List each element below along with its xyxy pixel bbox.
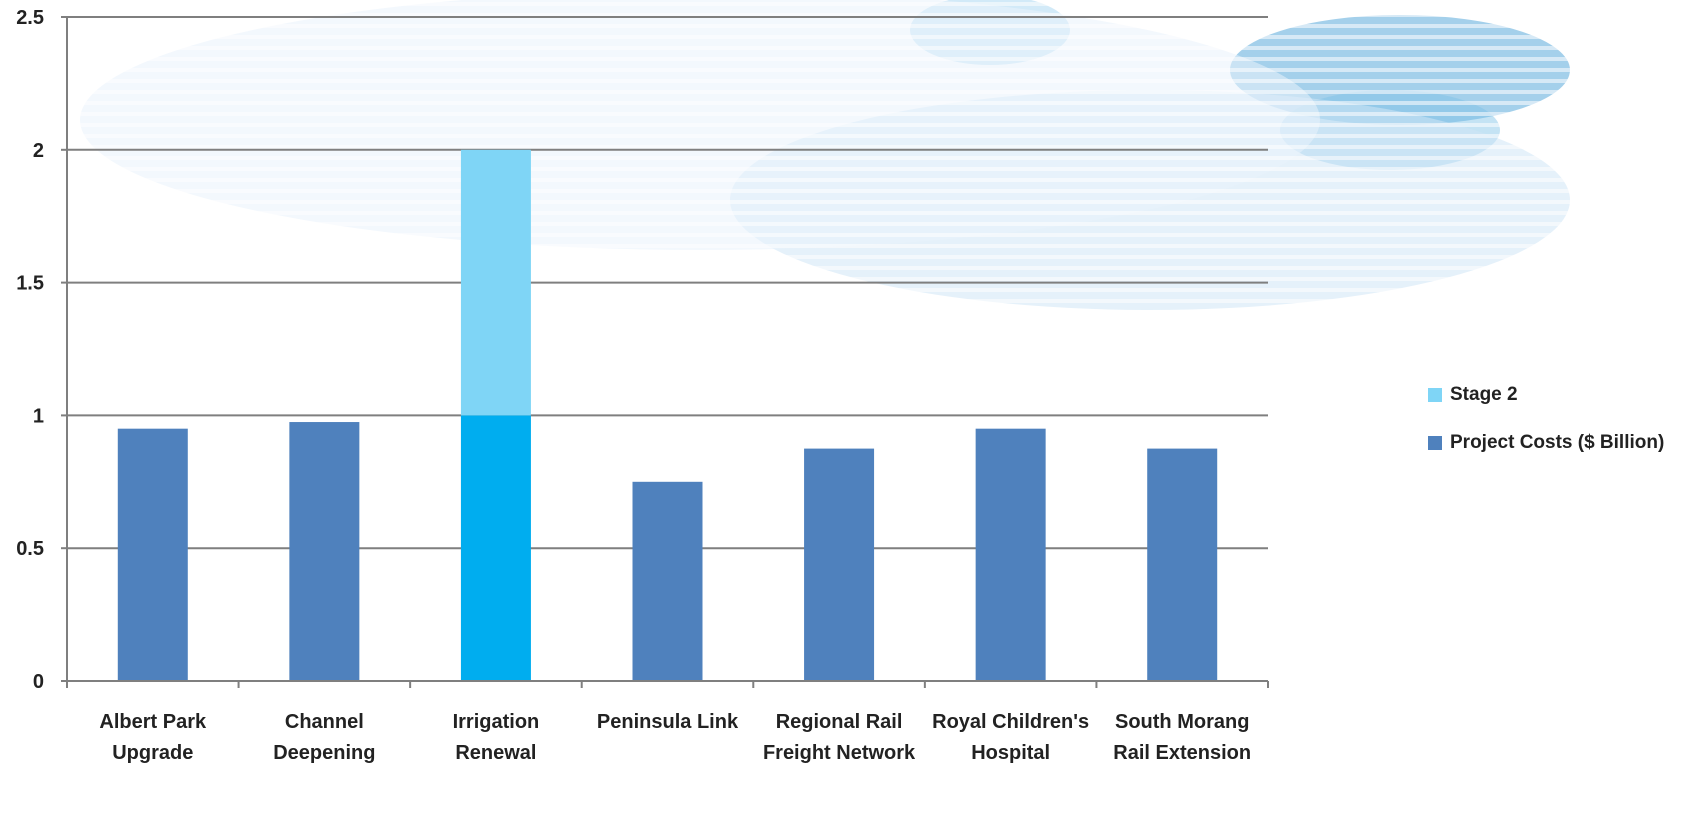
y-tick-label: 0 [33,671,44,693]
bar-project_costs [1147,448,1218,681]
axes [61,16,1269,688]
x-category-label: Peninsula Link [597,711,739,733]
x-category-label: Deepening [273,742,375,764]
bars [117,149,1218,681]
legend-label-stage2: Stage 2 [1450,384,1518,405]
bar-stage2 [460,149,531,416]
x-category-label: Upgrade [112,742,193,764]
legend: Stage 2 Project Costs ($ Billion) [1428,384,1664,480]
bar-project_costs [117,428,188,681]
x-category-label: Freight Network [763,742,916,764]
x-category-label: Renewal [455,742,536,764]
x-category-label: Hospital [971,742,1050,764]
legend-item-project-costs[interactable]: Project Costs ($ Billion) [1428,432,1664,454]
x-category-label: Albert Park [99,711,207,733]
bar-project_costs [289,422,360,681]
x-category-label: South Morang [1115,711,1249,733]
bar-project_costs [975,428,1046,681]
bar-project_costs [804,448,875,681]
x-category-label: Royal Children's [932,711,1089,733]
bar-project_costs [632,481,703,681]
y-tick-label: 2.5 [16,7,44,29]
bar-project_costs [460,415,531,681]
legend-item-stage2[interactable]: Stage 2 [1428,384,1664,406]
legend-label-project-costs: Project Costs ($ Billion) [1450,432,1665,453]
x-axis-category-labels: Albert Park Upgrade Channel Deepening Irriga… [99,711,1251,764]
gridlines [67,16,1268,550]
x-category-label: Irrigation [453,711,540,733]
y-tick-label: 1 [33,405,44,427]
y-tick-label: 2 [33,140,44,162]
x-category-label: Regional Rail [776,711,903,733]
legend-swatch-project-costs [1428,436,1442,450]
x-category-label: Channel [285,711,364,733]
x-category-label: Rail Extension [1113,742,1251,764]
legend-swatch-stage2 [1428,388,1442,402]
y-axis-tick-labels: 0 0.5 1 1.5 2 2.5 [16,7,44,693]
y-tick-label: 1.5 [16,273,44,295]
y-tick-label: 0.5 [16,538,44,560]
